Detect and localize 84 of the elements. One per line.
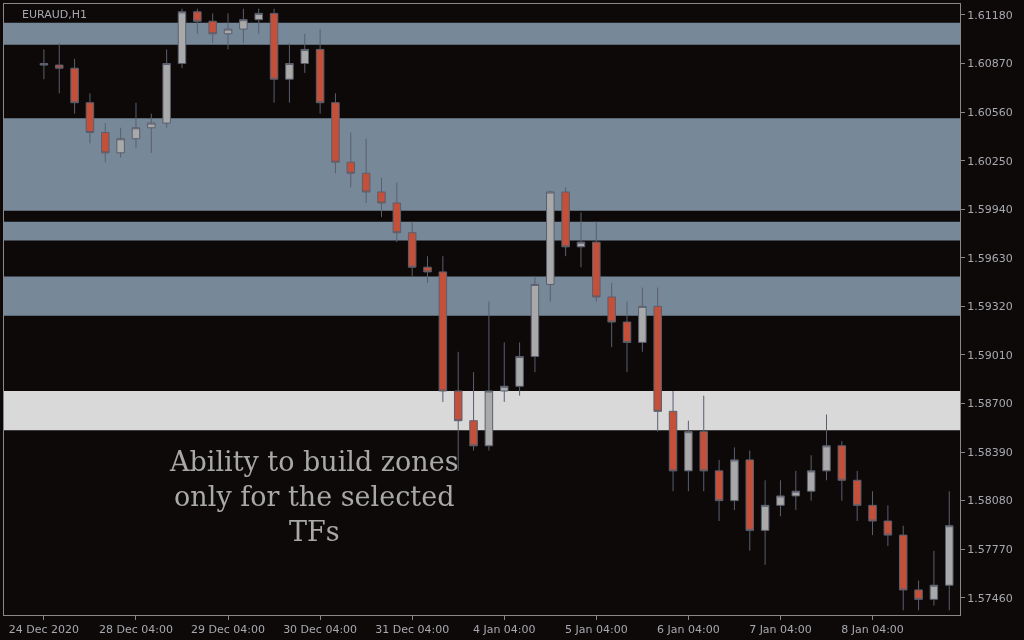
x-tick-label: 31 Dec 04:00 (375, 623, 450, 637)
candlestick (131, 102, 141, 149)
candlestick (576, 211, 586, 268)
candlestick (223, 12, 233, 50)
candlestick (300, 33, 310, 74)
candlestick (254, 8, 263, 35)
candlestick (883, 504, 893, 547)
candlestick (868, 490, 877, 536)
candlestick (499, 341, 509, 403)
x-tick-label: 28 Dec 04:00 (98, 623, 173, 637)
candlestick (607, 282, 616, 348)
candlestick (177, 8, 187, 69)
candlestick (116, 127, 125, 159)
x-tick-label: 5 Jan 04:00 (564, 623, 628, 637)
candlestick (592, 221, 601, 303)
x-tick-label: 29 Dec 04:00 (191, 623, 266, 637)
candlestick (208, 12, 217, 44)
chart-title: EURAUD,H1 (22, 8, 88, 21)
y-tick-label: 1.61180 (967, 8, 1013, 22)
candlestick (684, 420, 693, 492)
candlestick (147, 113, 156, 154)
candlestick (269, 8, 279, 104)
candlestick (346, 131, 356, 188)
candlestick (852, 470, 862, 522)
candlestick (193, 8, 202, 35)
candlestick (668, 390, 678, 492)
candlestick (622, 301, 632, 373)
candlestick (776, 479, 785, 517)
y-tick-label: 1.60870 (967, 57, 1013, 71)
x-tick-label: 6 Jan 04:00 (657, 623, 720, 637)
candlestick (546, 189, 555, 303)
candlestick (714, 459, 724, 522)
candlestick (745, 450, 755, 552)
candlestick (561, 186, 570, 257)
candlestick (285, 42, 294, 104)
y-tick-label: 1.59320 (967, 300, 1013, 314)
x-tick-label: 30 Dec 04:00 (283, 623, 358, 637)
candlestick (760, 479, 770, 566)
candlestick (423, 255, 432, 284)
y-tick-label: 1.57770 (967, 543, 1013, 557)
candlestick (469, 371, 478, 451)
candlestick (929, 550, 939, 607)
annotation: Ability to build zones only for the selected TFs (169, 446, 459, 548)
candlestick (791, 470, 801, 511)
candlestick (898, 525, 908, 611)
y-tick-label: 1.58700 (967, 397, 1013, 411)
candlestick (315, 28, 325, 115)
candlestick (530, 276, 540, 373)
candlestick (361, 138, 371, 204)
candlestick (162, 48, 171, 129)
x-tick-label: 7 Jan 04:00 (749, 623, 812, 637)
candlestick (438, 255, 448, 403)
y-tick-label: 1.59630 (967, 251, 1013, 265)
candlestick (54, 42, 64, 94)
candlestick (39, 48, 49, 80)
y-tick-label: 1.58080 (967, 494, 1013, 508)
candlestick (484, 301, 494, 451)
candlestick (377, 177, 386, 218)
y-tick-label: 1.60560 (967, 105, 1013, 119)
candlestick (822, 413, 831, 481)
candlestick (101, 122, 110, 163)
x-tick-label: 8 Jan 04:00 (841, 623, 904, 637)
candlestick (638, 287, 647, 353)
candlestick (515, 341, 524, 397)
candlestick (730, 446, 739, 511)
candlestick (914, 580, 923, 611)
candlestick (945, 490, 954, 611)
y-tick-label: 1.60250 (967, 154, 1013, 168)
y-tick-label: 1.57460 (967, 591, 1013, 605)
y-tick-label: 1.59940 (967, 203, 1013, 217)
candlestick (85, 92, 95, 144)
candlestick (806, 454, 816, 502)
candlestick (392, 182, 402, 243)
candlestick (699, 395, 708, 492)
candlestick (331, 92, 340, 174)
y-tick-label: 1.58390 (967, 445, 1013, 459)
candlestick (70, 58, 79, 115)
x-tick-label: 4 Jan 04:00 (472, 623, 536, 637)
candlestick (653, 287, 662, 433)
y-tick-label: 1.59010 (967, 348, 1013, 362)
candlestick (239, 8, 248, 44)
candlestick (837, 440, 847, 502)
x-tick-label: 24 Dec 2020 (8, 623, 80, 637)
candlestick (407, 221, 417, 278)
